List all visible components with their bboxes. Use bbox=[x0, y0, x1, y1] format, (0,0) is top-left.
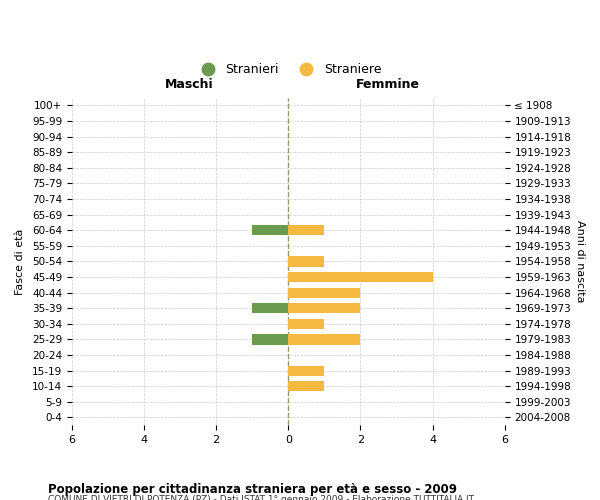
Bar bbox=[288, 288, 361, 298]
Legend: Stranieri, Straniere: Stranieri, Straniere bbox=[190, 58, 386, 81]
Bar bbox=[288, 366, 325, 376]
Text: Popolazione per cittadinanza straniera per età e sesso - 2009: Popolazione per cittadinanza straniera p… bbox=[48, 482, 457, 496]
Bar bbox=[288, 319, 325, 329]
Bar bbox=[288, 225, 325, 235]
Bar bbox=[288, 303, 361, 314]
Bar bbox=[288, 334, 361, 344]
Bar bbox=[288, 272, 433, 282]
Text: Femmine: Femmine bbox=[356, 78, 420, 91]
Bar bbox=[252, 303, 288, 314]
Bar bbox=[288, 256, 325, 266]
Text: Maschi: Maschi bbox=[164, 78, 213, 91]
Y-axis label: Fasce di età: Fasce di età bbox=[15, 228, 25, 294]
Text: COMUNE DI VIETRI DI POTENZA (PZ) - Dati ISTAT 1° gennaio 2009 - Elaborazione TUT: COMUNE DI VIETRI DI POTENZA (PZ) - Dati … bbox=[48, 495, 474, 500]
Bar bbox=[252, 334, 288, 344]
Bar bbox=[252, 225, 288, 235]
Y-axis label: Anni di nascita: Anni di nascita bbox=[575, 220, 585, 302]
Bar bbox=[288, 381, 325, 392]
